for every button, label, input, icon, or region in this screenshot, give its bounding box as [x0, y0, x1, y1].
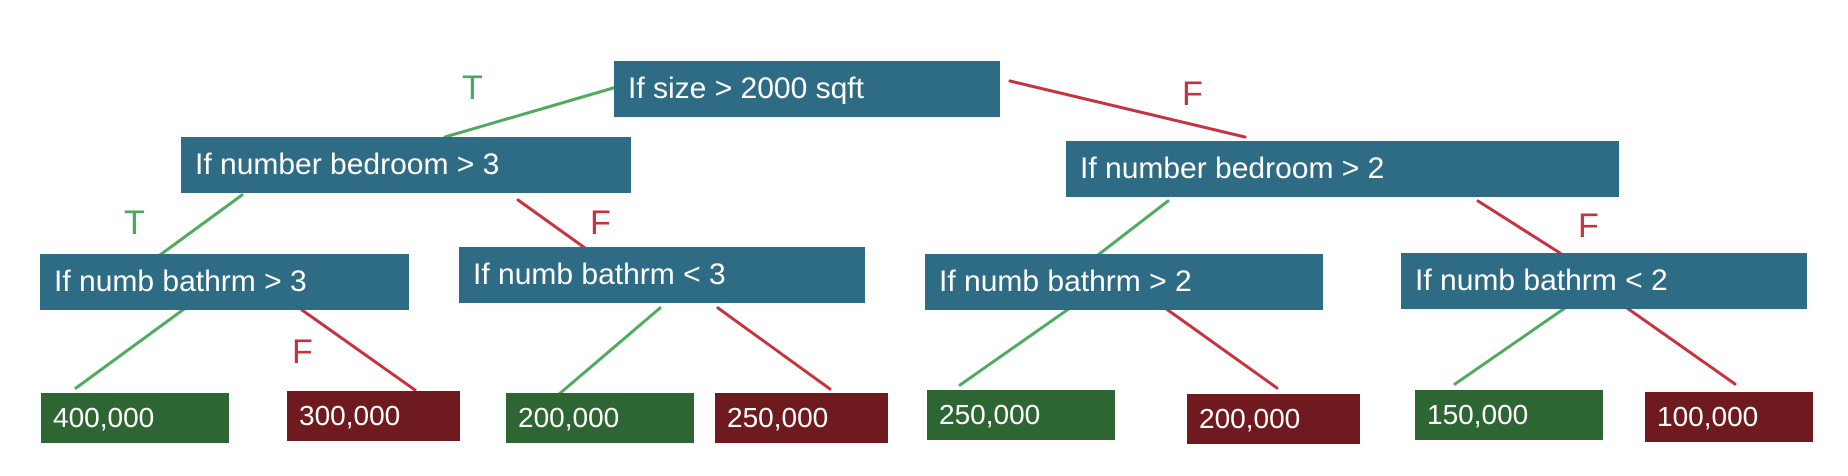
leaf-value: 300,000: [299, 400, 401, 431]
edge-lr-to-leaf3: [556, 306, 662, 397]
edge-label-left-true: T: [124, 204, 145, 242]
edge-lr-to-leaf4: [716, 306, 832, 391]
node-label: If numb bathrm > 3: [54, 265, 307, 298]
root-decision-node: If size > 2000 sqft: [614, 61, 1000, 117]
leaf-value: 250,000: [939, 399, 1041, 430]
edge-right-to-rl: [1096, 199, 1170, 257]
edge-label-ll-false: F: [292, 333, 313, 371]
decision-node-rl: If numb bathrm > 2: [925, 254, 1323, 310]
node-label: If numb bathrm < 2: [1415, 264, 1668, 297]
decision-node-ll: If numb bathrm > 3: [40, 254, 409, 310]
leaf-value: 200,000: [518, 402, 620, 433]
leaf-node: 100,000: [1645, 392, 1813, 442]
leaf-node: 250,000: [927, 390, 1115, 440]
edge-label-root-true: T: [462, 69, 483, 107]
node-label: If number bedroom > 2: [1080, 152, 1385, 185]
leaf-value: 100,000: [1657, 401, 1759, 432]
edge-root-to-left: [443, 84, 622, 139]
edge-rl-to-leaf6: [1163, 306, 1279, 390]
edge-ll-to-leaf2: [300, 308, 417, 392]
leaf-node: 150,000: [1415, 390, 1603, 440]
edge-rl-to-leaf5: [958, 306, 1072, 387]
edge-label-left-false: F: [590, 204, 611, 242]
decision-node-lr: If numb bathrm < 3: [459, 247, 865, 303]
node-label: If size > 2000 sqft: [628, 72, 864, 105]
leaf-node: 200,000: [506, 393, 694, 443]
edge-label-root-false: F: [1182, 75, 1203, 113]
leaf-node: 250,000: [715, 393, 888, 443]
leaf-node: 200,000: [1187, 394, 1360, 444]
leaf-node: 400,000: [41, 393, 229, 443]
decision-node-rr: If numb bathrm < 2: [1401, 253, 1807, 309]
edge-ll-to-leaf1: [74, 299, 197, 390]
leaf-value: 150,000: [1427, 399, 1529, 430]
leaf-value: 250,000: [727, 402, 829, 433]
edge-rr-to-leaf7: [1453, 306, 1567, 386]
node-label: If numb bathrm < 3: [473, 258, 726, 291]
edge-left-to-lr: [516, 198, 587, 250]
edge-rr-to-leaf8: [1625, 306, 1737, 386]
edge-left-to-ll: [158, 193, 244, 257]
leaf-node: 300,000: [287, 391, 460, 441]
node-label: If numb bathrm > 2: [939, 265, 1192, 298]
leaf-value: 200,000: [1199, 403, 1301, 434]
edge-label-right-false: F: [1578, 207, 1599, 245]
decision-node-left: If number bedroom > 3: [181, 137, 631, 193]
edge-root-to-right: [1008, 79, 1247, 139]
edge-right-to-rr: [1476, 199, 1562, 255]
node-label: If number bedroom > 3: [195, 148, 500, 181]
decision-node-right: If number bedroom > 2: [1066, 141, 1619, 197]
leaf-value: 400,000: [53, 402, 155, 433]
